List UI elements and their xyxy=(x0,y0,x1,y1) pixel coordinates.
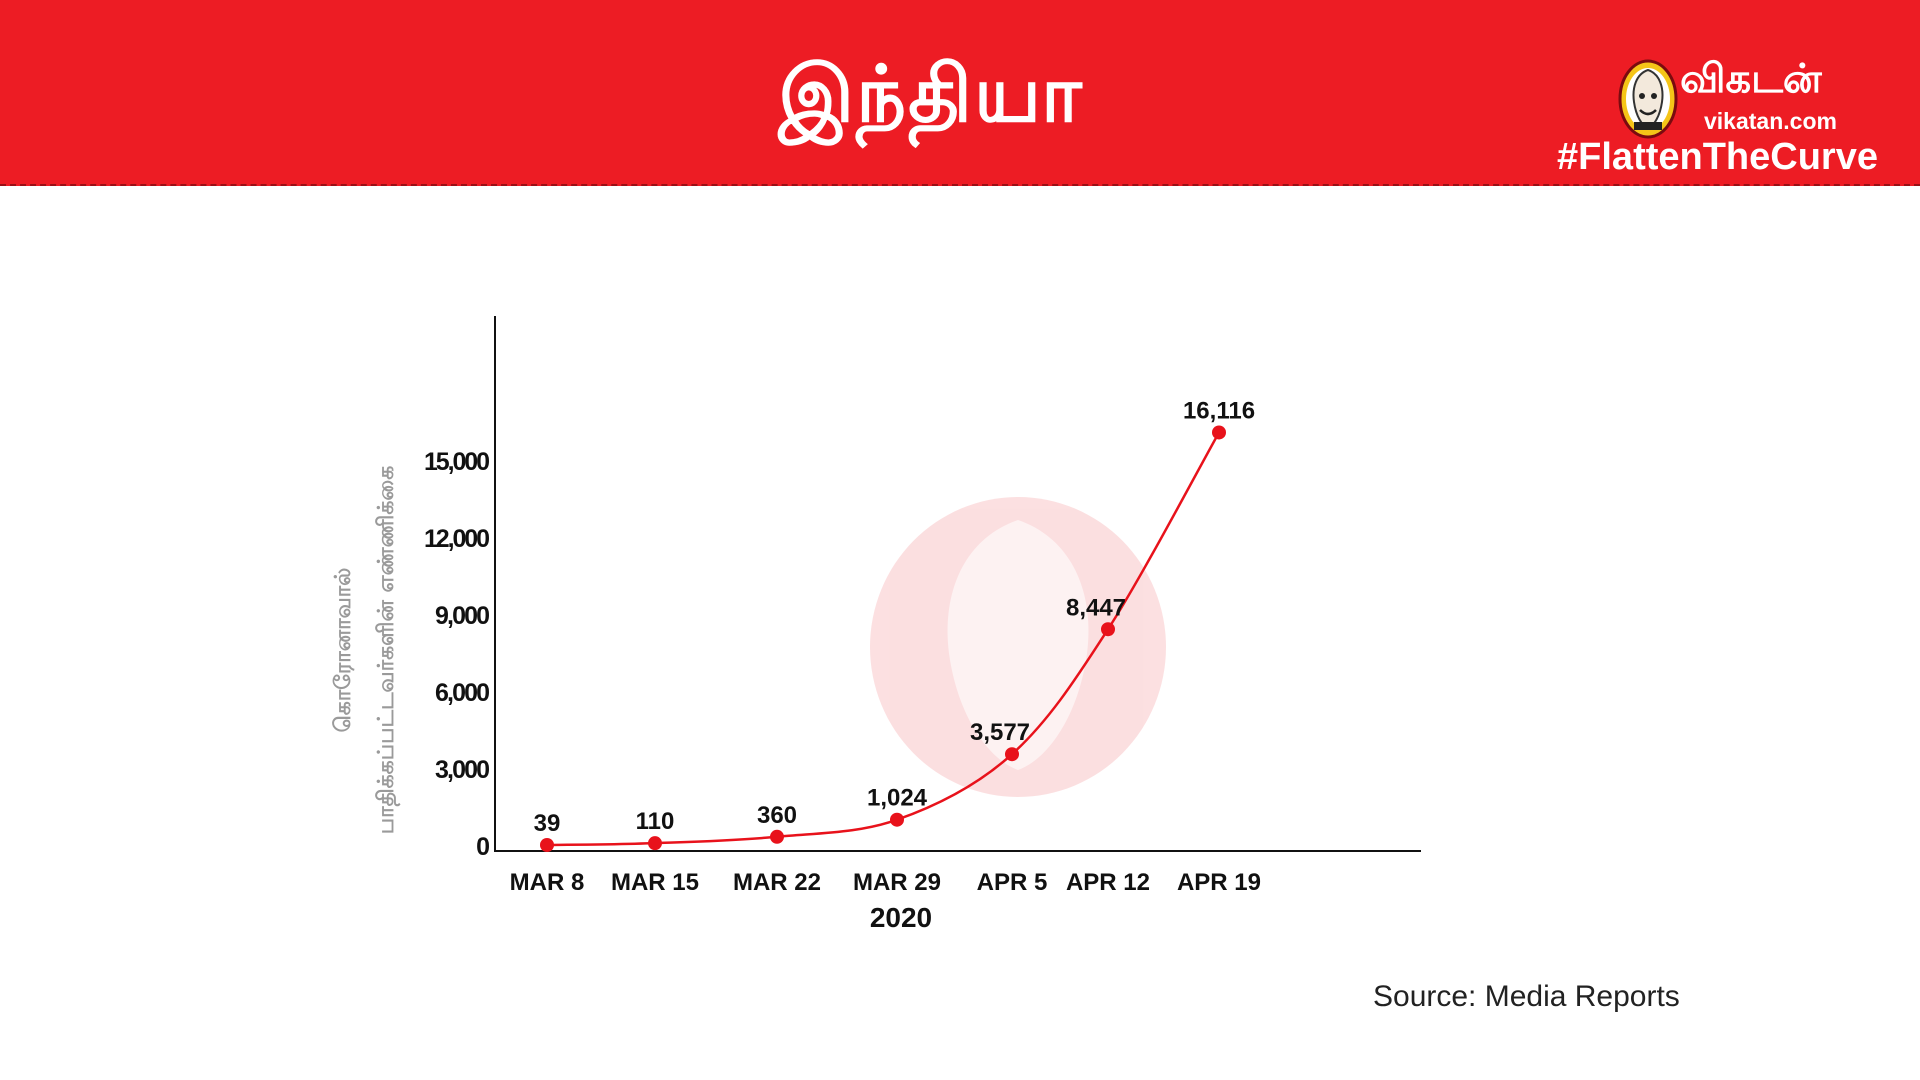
data-point xyxy=(1005,747,1019,762)
header-banner: இந்தியா விகடன் vikatan.com #FlattenTheCu… xyxy=(0,0,1920,186)
y-tick-label: 6,000 xyxy=(435,679,490,707)
brand-name: விகடன் xyxy=(1680,56,1822,102)
data-label: 3,577 xyxy=(970,719,1030,746)
vikatan-logo-icon xyxy=(1618,59,1678,139)
data-point xyxy=(890,812,904,827)
y-tick-label: 15,000 xyxy=(424,448,490,476)
hashtag: #FlattenTheCurve xyxy=(1557,136,1878,178)
data-point xyxy=(540,837,554,852)
data-label: 360 xyxy=(757,802,797,829)
data-label: 39 xyxy=(534,810,561,837)
source-note: Source: Media Reports xyxy=(1373,980,1680,1013)
x-tick-label: APR 19 xyxy=(1177,869,1261,896)
data-point xyxy=(648,836,662,851)
y-axis-label-line2: பாதிக்கப்பட்டவர்களின் எண்ணிக்கை xyxy=(374,466,401,835)
data-label: 110 xyxy=(636,808,675,835)
y-axis-label-line1: கொரோனாவால் xyxy=(331,568,356,733)
x-tick-label: MAR 29 xyxy=(853,869,941,896)
data-point xyxy=(1101,622,1115,637)
data-point xyxy=(1212,425,1226,440)
data-point xyxy=(770,829,784,844)
data-label: 16,116 xyxy=(1183,397,1255,424)
page-title: இந்தியா xyxy=(778,50,1084,140)
brand-url: vikatan.com xyxy=(1704,108,1837,134)
y-tick-label: 9,000 xyxy=(435,602,490,630)
x-tick-label: APR 12 xyxy=(1066,869,1150,896)
x-tick-label: MAR 15 xyxy=(611,869,699,896)
x-ticks: MAR 8 MAR 15 MAR 22 MAR 29 APR 5 APR 12 APR 19 xyxy=(510,869,1261,896)
data-points xyxy=(540,425,1226,852)
y-ticks: 0 3,000 6,000 9,000 12,000 15,000 xyxy=(424,448,490,861)
data-label: 1,024 xyxy=(867,785,928,812)
x-tick-label: MAR 22 xyxy=(733,869,821,896)
x-tick-label: APR 5 xyxy=(977,869,1048,896)
x-tick-label: MAR 8 xyxy=(510,869,585,896)
data-labels: 39 110 360 1,024 3,577 8,447 16,116 xyxy=(534,397,1255,837)
y-tick-label: 12,000 xyxy=(424,525,490,553)
data-label: 8,447 xyxy=(1066,594,1126,621)
y-tick-label: 0 xyxy=(476,833,490,861)
y-tick-label: 3,000 xyxy=(435,756,490,784)
brand-block: விகடன் vikatan.com xyxy=(1618,52,1878,142)
x-axis-year-label: 2020 xyxy=(870,902,932,933)
